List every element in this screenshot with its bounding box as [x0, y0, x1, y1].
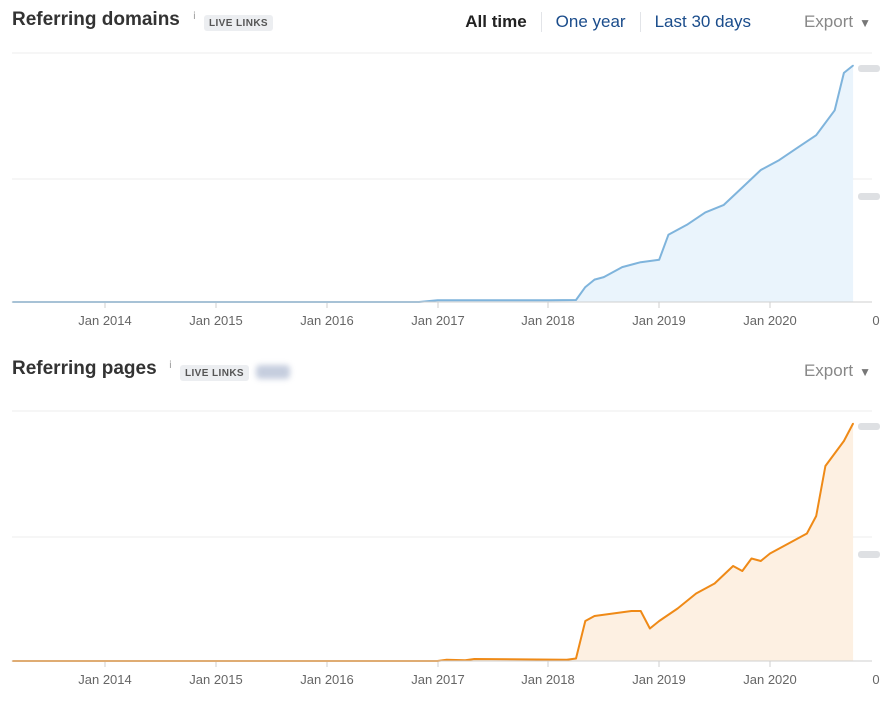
info-icon[interactable]: i — [169, 360, 172, 371]
live-links-badge: LIVE LINKS — [180, 365, 250, 381]
data-point — [584, 620, 587, 622]
x-tick-label: Jan 2018 — [521, 313, 575, 328]
blurred-count — [256, 365, 290, 379]
data-point — [649, 627, 651, 630]
domains-title: Referring domains — [12, 9, 180, 30]
blurred-y-label — [858, 551, 880, 558]
x-tick-label: Jan 2016 — [300, 672, 354, 687]
data-point — [547, 299, 550, 302]
data-point — [593, 615, 596, 617]
tab-last-30-days[interactable]: Last 30 days — [639, 12, 765, 32]
data-point — [852, 64, 854, 67]
data-point — [686, 224, 688, 226]
data-point — [723, 204, 725, 206]
pages-title: Referring pages — [12, 358, 157, 379]
data-point — [695, 592, 697, 595]
blurred-y-label — [858, 193, 880, 200]
export-button-domains[interactable]: Export ▼ — [804, 12, 871, 32]
export-label: Export — [803, 12, 854, 31]
data-point — [676, 607, 679, 610]
data-point — [769, 552, 771, 555]
data-point — [575, 299, 577, 301]
info-icon[interactable]: i — [193, 11, 196, 22]
data-point — [852, 422, 854, 425]
export-label: Export — [803, 361, 854, 380]
data-point — [713, 582, 716, 585]
x-tick-label: Jan 2019 — [632, 313, 686, 328]
data-point — [704, 211, 707, 214]
data-point — [658, 620, 660, 622]
y-axis-label: 0 — [872, 672, 879, 687]
series-area — [12, 423, 854, 661]
data-point — [603, 276, 605, 278]
x-tick-label: Jan 2017 — [411, 672, 465, 687]
data-point — [593, 278, 596, 281]
data-point — [815, 515, 817, 517]
x-tick-label: Jan 2017 — [411, 313, 465, 328]
x-tick-label: Jan 2015 — [189, 672, 243, 687]
data-point — [621, 266, 623, 268]
series-line — [12, 64, 854, 303]
data-point — [750, 557, 753, 560]
x-tick-label: Jan 2014 — [78, 313, 132, 328]
data-point — [667, 234, 670, 236]
x-tick-label: Jan 2020 — [743, 672, 797, 687]
y-axis-label: 0 — [872, 313, 879, 328]
data-point — [658, 258, 660, 261]
caret-down-icon: ▼ — [859, 16, 871, 30]
data-point — [833, 109, 836, 112]
x-tick-label: Jan 2018 — [521, 672, 575, 687]
data-point — [436, 299, 439, 302]
data-point — [732, 565, 734, 567]
data-point — [760, 560, 762, 562]
data-point — [473, 658, 476, 660]
blurred-y-label — [858, 423, 880, 430]
data-point — [584, 286, 587, 288]
data-point — [612, 612, 614, 615]
data-point — [815, 134, 817, 136]
pages-header: Referring pages i LIVE LINKS Export ▼ — [12, 358, 895, 388]
x-tick-label: Jan 2019 — [632, 672, 686, 687]
data-point — [445, 659, 448, 661]
data-point — [741, 186, 744, 189]
data-point — [796, 146, 799, 149]
data-point — [806, 532, 808, 535]
data-point — [575, 657, 577, 660]
data-point — [824, 465, 827, 467]
data-point — [760, 169, 762, 171]
data-point — [566, 659, 568, 661]
data-point — [787, 542, 790, 545]
time-range-tabs: All time One year Last 30 days — [451, 9, 765, 35]
data-point — [630, 610, 633, 612]
tab-all-time[interactable]: All time — [465, 12, 527, 31]
data-point — [639, 610, 642, 612]
series-line — [12, 423, 854, 662]
data-point — [843, 72, 845, 74]
referring-pages-chart: Jan 2014 Jan 2015 Jan 2016 Jan 2017 Jan 2018… — [11, 410, 880, 687]
x-tick-label: Jan 2015 — [189, 313, 243, 328]
x-tick-label: Jan 2014 — [78, 672, 132, 687]
data-point — [639, 261, 642, 263]
data-point — [741, 570, 744, 572]
blurred-y-label — [858, 65, 880, 72]
referring-domains-chart: Jan 2014 Jan 2015 Jan 2016 Jan 2017 Jan 2018… — [11, 52, 880, 328]
data-point — [843, 440, 845, 442]
tab-one-year[interactable]: One year — [540, 12, 640, 32]
x-tick-label: Jan 2016 — [300, 313, 354, 328]
domains-header: Referring domains i LIVE LINKS All time … — [12, 9, 895, 39]
x-tick-label: Jan 2020 — [743, 313, 797, 328]
live-links-badge: LIVE LINKS — [204, 15, 274, 31]
series-area — [12, 65, 854, 302]
caret-down-icon: ▼ — [859, 365, 871, 379]
data-point — [778, 159, 780, 161]
export-button-pages[interactable]: Export ▼ — [804, 361, 871, 381]
